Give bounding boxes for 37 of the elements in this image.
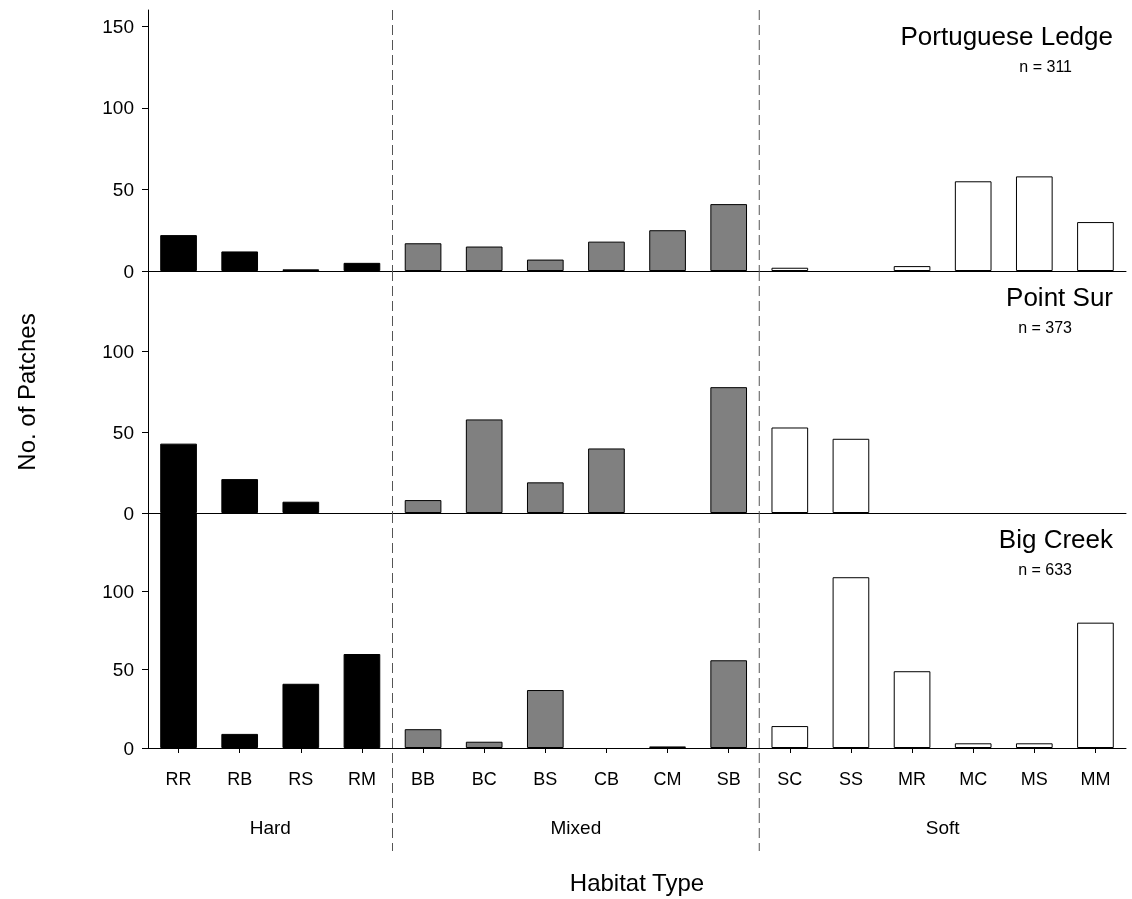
- y-tick-label: 50: [112, 659, 134, 681]
- x-tick-label: SS: [838, 769, 863, 789]
- y-tick-label: 50: [112, 421, 134, 443]
- x-axis-title: Habitat Type: [569, 868, 705, 896]
- annotation: n = 311: [1019, 57, 1073, 75]
- x-tick-label: CM: [653, 769, 682, 789]
- y-tick-label: 0: [123, 737, 134, 759]
- y-tick-label: 50: [112, 178, 134, 200]
- x-tick-label: RB: [227, 769, 253, 789]
- x-tick-label: MM: [1080, 769, 1111, 789]
- x-tick-label: MC: [959, 769, 988, 789]
- x-tick-label: SC: [777, 769, 803, 789]
- y-tick-label: 0: [123, 502, 134, 524]
- x-tick-label: BS: [533, 769, 558, 789]
- x-tick-label: BC: [471, 769, 497, 789]
- x-tick-label: MR: [898, 769, 927, 789]
- y-tick-label: 100: [102, 341, 134, 363]
- annotation: n = 373: [1018, 318, 1073, 336]
- x-tick-label: RR: [165, 769, 192, 789]
- y-tick-label: 150: [102, 15, 134, 37]
- y-axis-title: No. of Patches: [12, 313, 40, 471]
- x-tick-label: RS: [288, 769, 314, 789]
- text: Big Creek: [998, 524, 1114, 554]
- x-tick-label: SB: [716, 769, 741, 789]
- x-tick-label: CB: [593, 769, 619, 789]
- y-tick-label: 0: [123, 260, 134, 282]
- x-tick-label: BB: [411, 769, 436, 789]
- chart-title: Portuguese Ledge: [900, 21, 1114, 51]
- x-tick-label: RM: [347, 769, 376, 789]
- text: Soft: [925, 817, 961, 838]
- text: Hard: [249, 817, 291, 838]
- y-tick-label: 100: [102, 97, 134, 119]
- text: Mixed: [550, 817, 602, 838]
- text: Point Sur: [1006, 282, 1114, 312]
- x-tick-label: MS: [1020, 769, 1048, 789]
- y-tick-label: 100: [102, 580, 134, 602]
- annotation: n = 633: [1018, 560, 1073, 578]
